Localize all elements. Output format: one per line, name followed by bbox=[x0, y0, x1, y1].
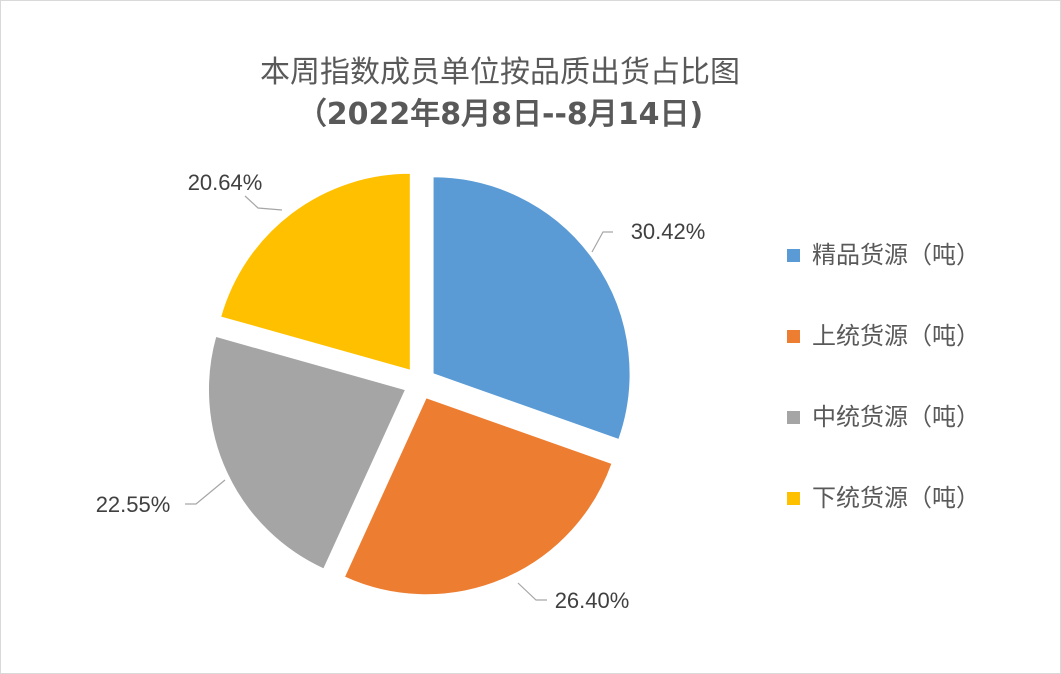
data-label-4: 20.64% bbox=[188, 170, 263, 195]
legend-label-1: 精品货源（吨） bbox=[812, 241, 980, 269]
legend-label-3: 中统货源（吨） bbox=[812, 403, 980, 431]
legend-swatch-4 bbox=[787, 492, 800, 505]
chart-title-block: 本周指数成员单位按品质出货占比图 （2022年8月8日--8月14日) bbox=[0, 52, 1000, 136]
pie-slice-1 bbox=[432, 176, 631, 441]
pie-slice-3 bbox=[208, 335, 407, 570]
data-label-2: 26.40% bbox=[555, 588, 630, 613]
data-label-1: 30.42% bbox=[631, 219, 706, 244]
legend-swatch-3 bbox=[787, 411, 800, 424]
legend-label-2: 上统货源（吨） bbox=[812, 322, 980, 350]
pie-slices bbox=[208, 172, 631, 596]
leader-line-1 bbox=[591, 231, 613, 253]
leader-line-4 bbox=[244, 195, 283, 211]
pie-slice-2 bbox=[343, 397, 613, 596]
legend-label-4: 下统货源（吨） bbox=[812, 484, 980, 512]
leader-line-3 bbox=[185, 479, 226, 505]
chart-title: 本周指数成员单位按品质出货占比图 bbox=[260, 55, 740, 90]
leader-line-2 bbox=[517, 582, 547, 601]
legend-swatch-2 bbox=[787, 330, 800, 343]
chart-subtitle: （2022年8月8日--8月14日) bbox=[296, 97, 704, 132]
legend-swatch-1 bbox=[787, 249, 800, 262]
data-label-3: 22.55% bbox=[96, 492, 171, 517]
pie-slice-4 bbox=[220, 172, 411, 371]
